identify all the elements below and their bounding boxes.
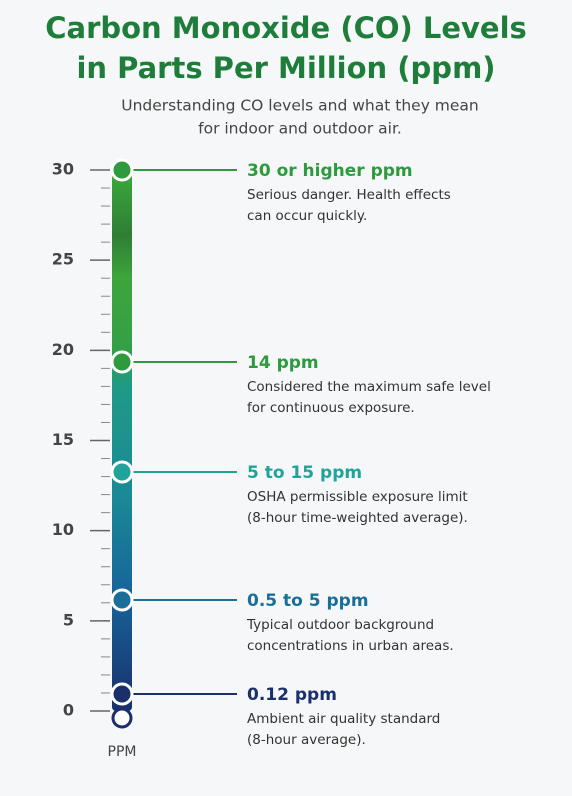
level-description: concentrations in urban areas. [247,638,454,654]
level-description: (8-hour average). [247,732,366,748]
level-description: (8-hour time-weighted average). [247,510,468,526]
level-description: OSHA permissible exposure limit [247,489,468,505]
title-line: in Parts Per Million (ppm) [76,51,495,85]
title-line: Carbon Monoxide (CO) Levels [45,11,527,45]
subtitle-line: for indoor and outdoor air. [198,120,402,138]
level-title: 5 to 15 ppm [247,463,362,483]
scale-base [111,707,133,729]
level-marker [110,682,134,706]
tick-label: 0 [63,701,74,720]
tick-label: 15 [52,430,74,449]
level-marker [110,588,134,612]
subtitle-line: Understanding CO levels and what they me… [121,97,479,115]
unit-label: PPM [108,744,137,760]
tick-label: 10 [52,520,74,539]
level-description: Ambient air quality standard [247,711,440,727]
tick-label: 5 [63,610,74,629]
tick-label: 30 [52,160,74,179]
tick-label: 20 [52,340,74,359]
level-title: 30 or higher ppm [247,161,413,181]
tick-label: 25 [52,250,74,269]
level-description: Typical outdoor background [246,617,434,633]
level-marker [110,350,134,374]
level-description: Considered the maximum safe level [247,379,491,395]
level-title: 0.5 to 5 ppm [247,591,369,611]
scale-bar [112,170,132,711]
level-description: for continuous exposure. [247,400,415,416]
level-marker [110,158,134,182]
level-title: 0.12 ppm [247,685,337,705]
level-description: Serious danger. Health effects [247,187,451,203]
level-description: can occur quickly. [247,208,367,224]
level-marker [110,460,134,484]
level-title: 14 ppm [247,353,319,373]
